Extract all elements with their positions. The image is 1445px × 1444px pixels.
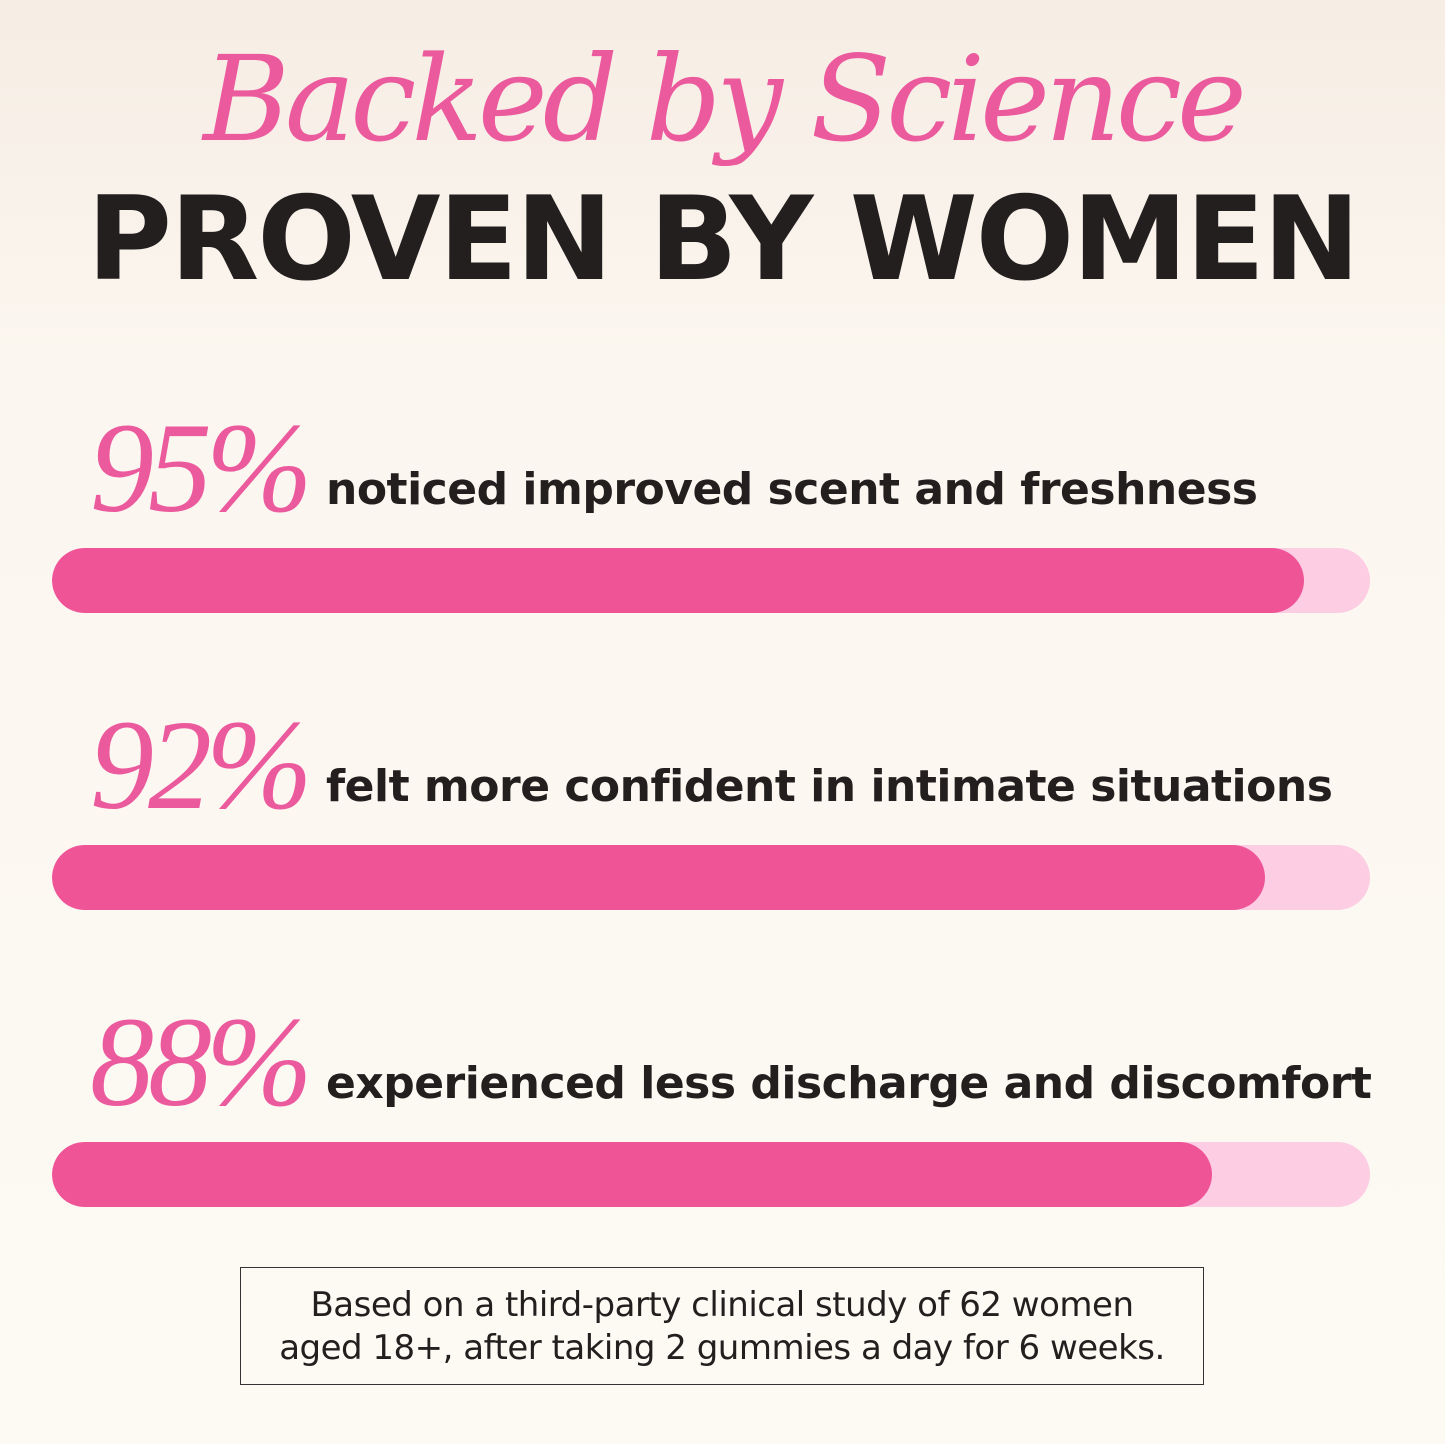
progress-track bbox=[52, 548, 1370, 613]
progress-fill bbox=[52, 548, 1305, 613]
progress-track bbox=[52, 1142, 1370, 1207]
script-title: Backed by Science bbox=[203, 30, 1247, 168]
stat-label: experienced less discharge and discomfor… bbox=[326, 1058, 1372, 1109]
progress-fill bbox=[52, 845, 1265, 910]
progress-track bbox=[52, 845, 1370, 910]
page-title: PROVEN BY WOMEN bbox=[86, 172, 1360, 307]
stat-value: 88% bbox=[90, 991, 313, 1133]
stat-label: felt more confident in intimate situatio… bbox=[326, 761, 1333, 812]
study-footnote: Based on a third-party clinical study of… bbox=[240, 1267, 1204, 1385]
footnote-line: aged 18+, after taking 2 gummies a day f… bbox=[279, 1328, 1165, 1368]
stat-label: noticed improved scent and freshness bbox=[326, 464, 1258, 515]
progress-fill bbox=[52, 1142, 1212, 1207]
stat-value: 95% bbox=[90, 397, 313, 539]
stat-value: 92% bbox=[90, 694, 313, 836]
footnote-line: Based on a third-party clinical study of… bbox=[310, 1285, 1134, 1325]
